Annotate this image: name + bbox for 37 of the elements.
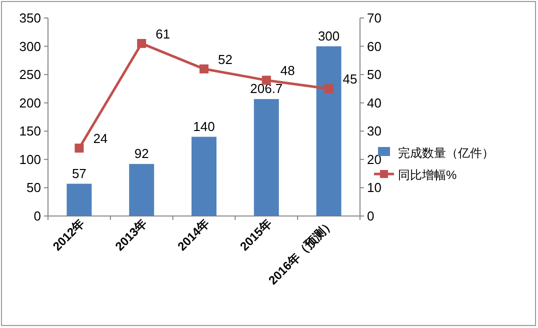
data-label: 300 — [318, 28, 340, 44]
point — [200, 64, 208, 74]
y-tick-label: 350 — [19, 10, 41, 26]
bar — [192, 136, 216, 216]
y2-tick-label: 10 — [367, 180, 382, 196]
y2-tick-label: 20 — [367, 152, 382, 167]
bar — [129, 164, 154, 216]
bar — [254, 99, 279, 216]
legend-label: 同比增幅% — [398, 168, 457, 182]
y-tick-label: 100 — [19, 152, 41, 167]
data-label: 48 — [280, 63, 295, 78]
point — [324, 84, 334, 94]
data-label: 24 — [93, 131, 108, 146]
y-tick-label: 250 — [19, 67, 41, 82]
point — [137, 38, 146, 48]
y2-tick-label: 30 — [367, 124, 382, 139]
data-label: 57 — [72, 166, 86, 181]
bar — [316, 46, 342, 216]
bar — [66, 184, 92, 216]
data-label: 45 — [342, 72, 358, 87]
data-label: 140 — [193, 118, 215, 134]
y-tick-label: 50 — [26, 180, 41, 196]
data-label: 206.7 — [250, 81, 283, 96]
point — [74, 144, 84, 153]
y-tick-label: 300 — [19, 38, 41, 54]
y2-tick-label: 70 — [367, 10, 382, 26]
y2-tick-label: 0 — [367, 208, 374, 224]
y-tick-label: 200 — [19, 95, 41, 110]
y2-tick-label: 60 — [367, 38, 382, 54]
y-tick-label: 150 — [19, 124, 41, 139]
data-label: 92 — [134, 146, 149, 161]
legend-label: 完成数量（亿件） — [398, 146, 494, 160]
y-tick-label: 0 — [34, 208, 41, 224]
data-label: 52 — [218, 52, 232, 67]
y2-tick-label: 40 — [367, 95, 382, 110]
y2-tick-label: 50 — [367, 67, 382, 82]
data-label: 61 — [156, 26, 170, 42]
